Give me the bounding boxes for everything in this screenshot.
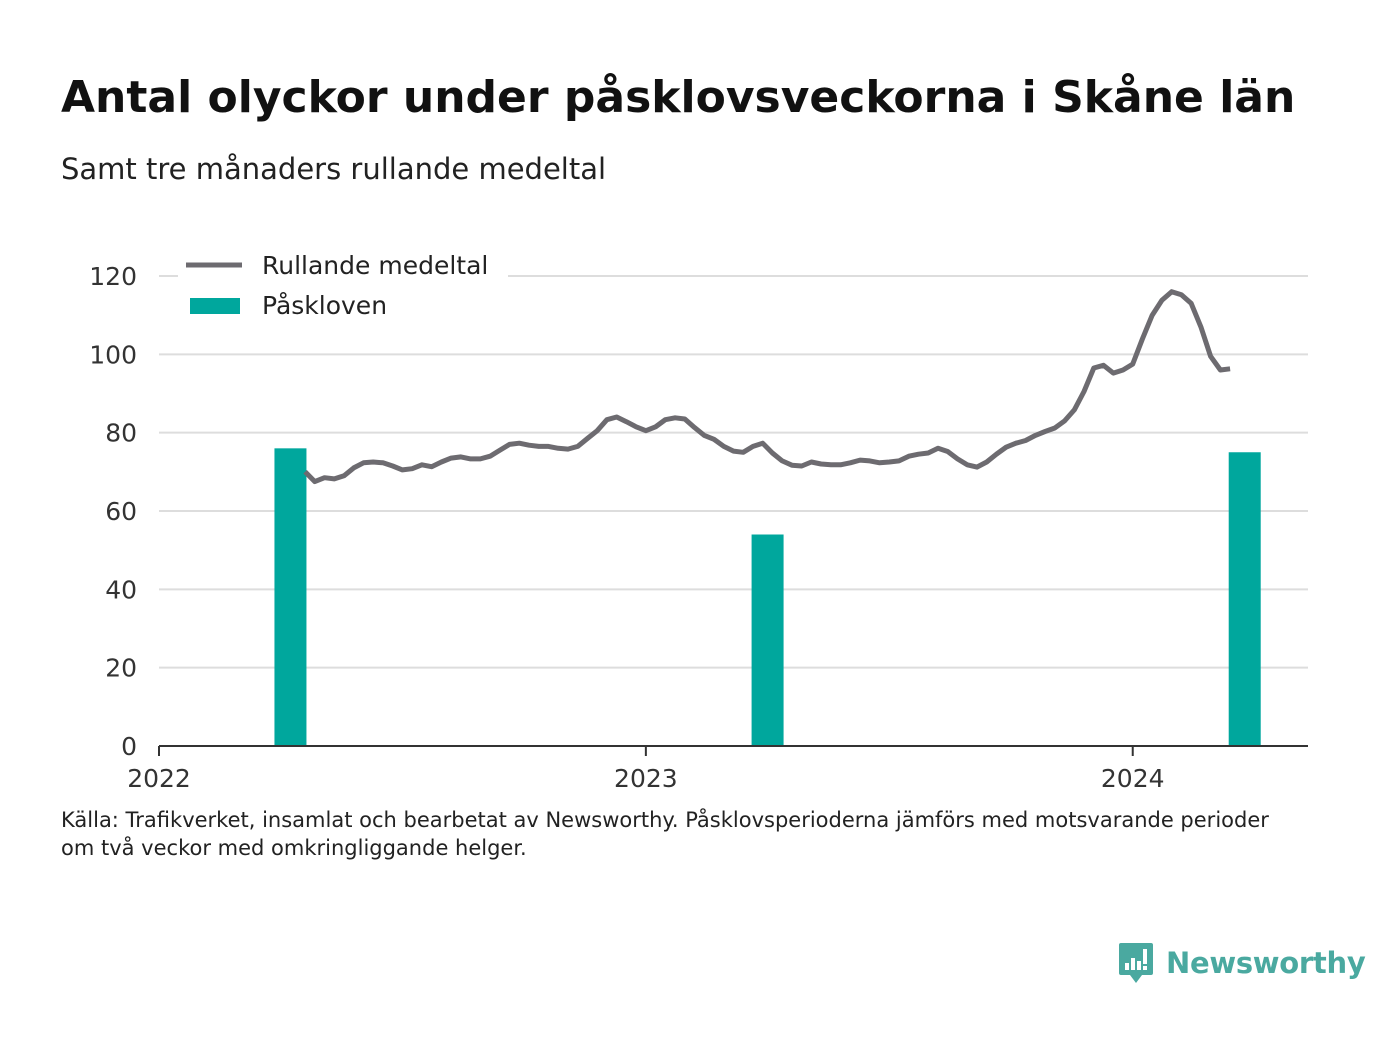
y-tick-label: 80 bbox=[105, 419, 137, 448]
source-line: om två veckor med omkringliggande helger… bbox=[61, 836, 527, 860]
y-tick-label: 60 bbox=[105, 497, 137, 526]
bar bbox=[751, 534, 784, 746]
source-note: Källa: Trafikverket, insamlat och bearbe… bbox=[61, 806, 1301, 862]
y-tick-label: 120 bbox=[89, 262, 137, 291]
y-tick-label: 0 bbox=[121, 732, 137, 761]
legend-label-paskloven: Påskloven bbox=[262, 291, 387, 320]
bar-series-paskloven bbox=[274, 448, 1261, 746]
chart-subtitle: Samt tre månaders rullande medeltal bbox=[61, 152, 607, 186]
y-axis: 0 20 40 60 80 100 120 bbox=[89, 262, 137, 761]
newsworthy-logo-icon bbox=[1119, 943, 1153, 983]
newsworthy-logo: Newsworthy bbox=[1118, 940, 1366, 986]
chart-canvas: 0 20 40 60 80 100 120 2022 2023 2024 Rullande me… bbox=[89, 246, 1308, 793]
bar bbox=[274, 448, 307, 746]
chart-title: Antal olyckor under påsklovsveckorna i S… bbox=[61, 72, 1296, 123]
legend-swatch-bar bbox=[190, 298, 240, 314]
legend-label-rullande-medeltal: Rullande medeltal bbox=[262, 251, 488, 280]
grid-lines bbox=[159, 275, 1308, 669]
y-tick-label: 100 bbox=[89, 340, 137, 369]
line-series-rullande-medeltal bbox=[303, 289, 1231, 485]
newsworthy-logo-text: Newsworthy bbox=[1166, 946, 1366, 980]
legend: Rullande medeltal Påskloven bbox=[178, 246, 508, 326]
bar bbox=[1228, 452, 1261, 746]
x-tick-label: 2023 bbox=[614, 764, 678, 793]
y-tick-label: 40 bbox=[105, 575, 137, 604]
x-tick-label: 2022 bbox=[127, 764, 191, 793]
y-tick-label: 20 bbox=[105, 654, 137, 683]
x-axis: 2022 2023 2024 bbox=[127, 745, 1308, 793]
x-tick-label: 2024 bbox=[1101, 764, 1165, 793]
source-line: Källa: Trafikverket, insamlat och bearbe… bbox=[61, 808, 1269, 832]
